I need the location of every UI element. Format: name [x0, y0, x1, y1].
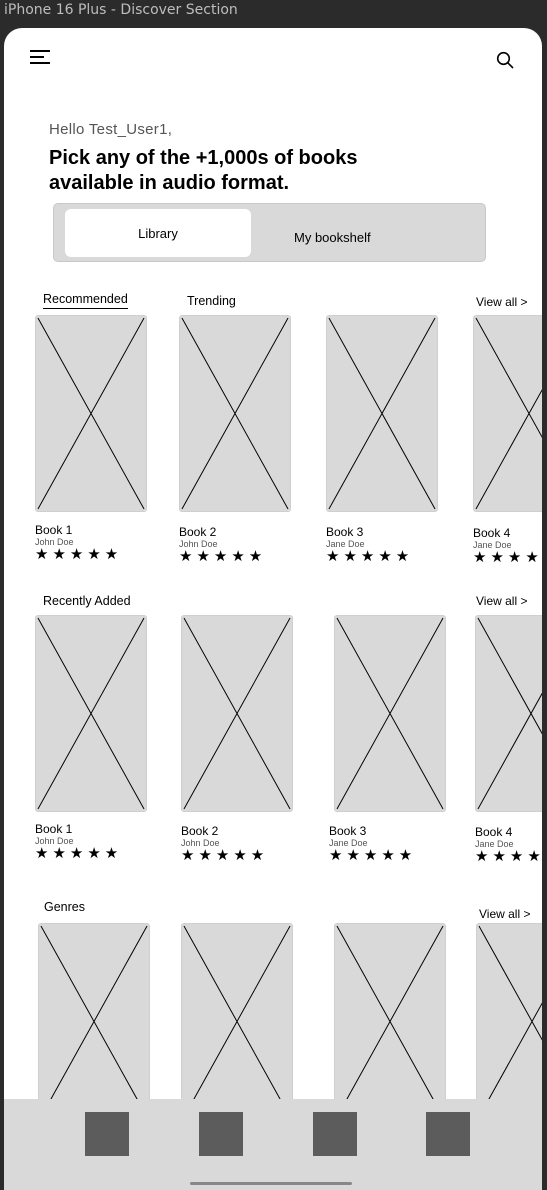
star-rating: ★★★★★	[473, 549, 542, 566]
book-author: John Doe	[35, 836, 74, 846]
genre-cover-placeholder	[334, 923, 446, 1120]
book-cover-placeholder	[475, 615, 542, 812]
star-rating: ★★★★★	[475, 848, 542, 865]
home-indicator	[190, 1182, 352, 1185]
book-cover-placeholder	[35, 315, 147, 512]
star-rating: ★★★★★	[326, 548, 414, 565]
book-title: Book 1	[35, 822, 73, 836]
library-segmented-control: Library My bookshelf	[53, 203, 486, 262]
book-title: Book 4	[475, 825, 513, 839]
book-title: Book 3	[326, 525, 364, 539]
book-cover-placeholder	[35, 615, 147, 812]
star-rating: ★★★★★	[329, 847, 417, 864]
book-card[interactable]: Book 4 Jane Doe ★★★★★	[473, 315, 542, 566]
book-card[interactable]: Book 1 John Doe ★★★★★	[35, 315, 147, 563]
genre-card[interactable]	[181, 923, 293, 1120]
book-card[interactable]: Book 3 Jane Doe ★★★★★	[329, 615, 446, 864]
book-card[interactable]: Book 3 Jane Doe ★★★★★	[326, 315, 438, 565]
book-cover-placeholder	[181, 615, 293, 812]
book-author: Jane Doe	[475, 839, 514, 849]
tab-trending[interactable]: Trending	[187, 294, 236, 308]
frame-title: iPhone 16 Plus - Discover Section	[4, 2, 238, 18]
tab-bar-icon-3[interactable]	[313, 1112, 357, 1156]
segment-library[interactable]: Library	[65, 209, 251, 257]
page-headline: Pick any of the +1,000s of books availab…	[49, 147, 358, 194]
genres-title: Genres	[44, 900, 85, 914]
phone-screen: Hello Test_User1, Pick any of the +1,000…	[4, 28, 542, 1190]
genre-card[interactable]	[476, 923, 542, 1120]
recommended-view-all-link[interactable]: View all >	[476, 295, 528, 309]
book-author: John Doe	[35, 537, 74, 547]
tab-bar-icon-2[interactable]	[199, 1112, 243, 1156]
segment-my-bookshelf[interactable]: My bookshelf	[294, 230, 371, 245]
recently-added-view-all-link[interactable]: View all >	[476, 594, 528, 608]
genre-cover-placeholder	[38, 923, 150, 1120]
greeting-text: Hello Test_User1,	[49, 121, 173, 138]
book-author: John Doe	[181, 838, 220, 848]
genre-card[interactable]	[38, 923, 150, 1120]
book-title: Book 2	[181, 824, 219, 838]
tab-recommended[interactable]: Recommended	[43, 292, 128, 309]
hamburger-menu-icon[interactable]	[30, 50, 52, 66]
book-author: Jane Doe	[326, 539, 365, 549]
book-author: John Doe	[179, 539, 218, 549]
genre-cover-placeholder	[181, 923, 293, 1120]
search-icon[interactable]	[496, 51, 514, 69]
book-card[interactable]: Book 2 John Doe ★★★★★	[179, 315, 291, 565]
bottom-tab-bar	[4, 1099, 542, 1190]
genre-card[interactable]	[334, 923, 446, 1120]
book-title: Book 3	[329, 824, 367, 838]
star-rating: ★★★★★	[179, 548, 267, 565]
book-card[interactable]: Book 2 John Doe ★★★★★	[181, 615, 293, 864]
book-cover-placeholder	[179, 315, 291, 512]
tab-bar-icon-4[interactable]	[426, 1112, 470, 1156]
book-author: Jane Doe	[473, 540, 512, 550]
star-rating: ★★★★★	[35, 845, 123, 862]
book-author: Jane Doe	[329, 838, 368, 848]
book-title: Book 1	[35, 523, 73, 537]
recently-added-title: Recently Added	[43, 594, 131, 608]
book-title: Book 4	[473, 526, 511, 540]
book-cover-placeholder	[334, 615, 446, 812]
book-title: Book 2	[179, 525, 217, 539]
tab-bar-icon-1[interactable]	[85, 1112, 129, 1156]
star-rating: ★★★★★	[35, 546, 123, 563]
genres-view-all-link[interactable]: View all >	[479, 907, 531, 921]
book-cover-placeholder	[473, 315, 542, 512]
book-card[interactable]: Book 1 John Doe ★★★★★	[35, 615, 147, 862]
star-rating: ★★★★★	[181, 847, 269, 864]
book-card[interactable]: Book 4 Jane Doe ★★★★★	[475, 615, 542, 865]
genre-cover-placeholder	[476, 923, 542, 1120]
book-cover-placeholder	[326, 315, 438, 512]
